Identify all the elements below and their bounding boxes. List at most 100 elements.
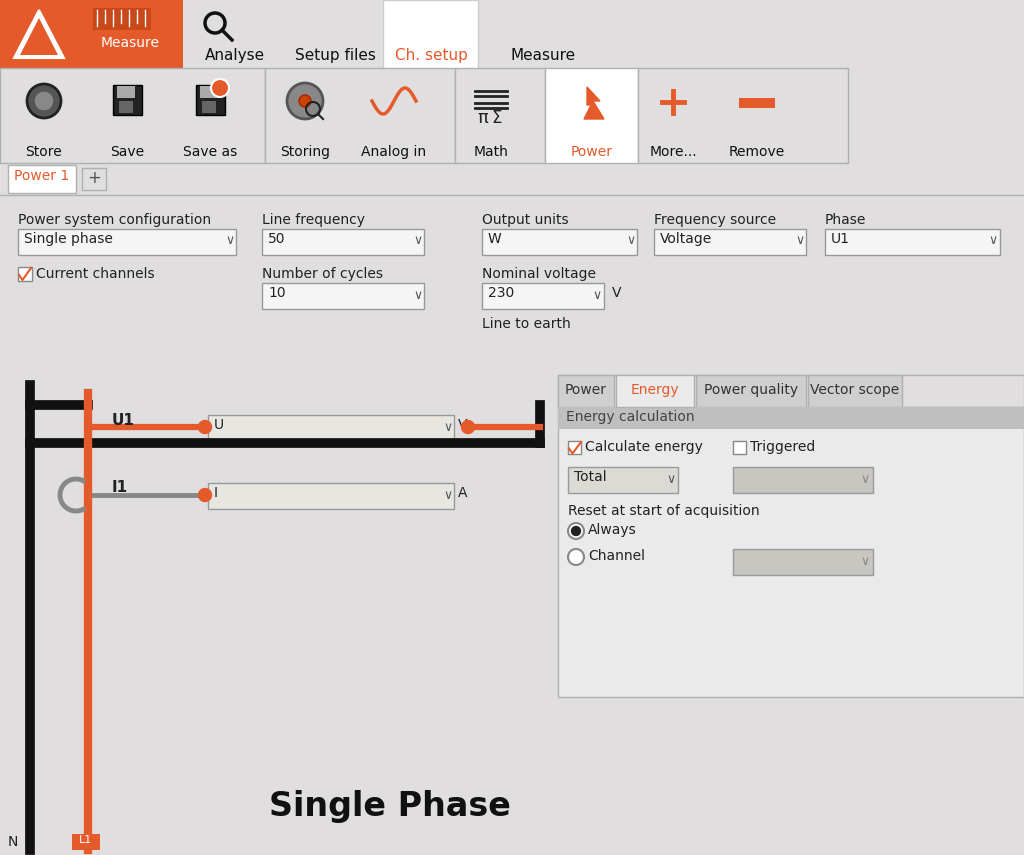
Circle shape (211, 79, 229, 97)
FancyBboxPatch shape (733, 441, 746, 454)
FancyBboxPatch shape (0, 68, 1024, 163)
Text: Voltage: Voltage (660, 232, 713, 246)
Text: Phase: Phase (825, 213, 866, 227)
Text: Math: Math (473, 145, 509, 159)
Text: Vector scope: Vector scope (810, 383, 900, 397)
FancyBboxPatch shape (0, 68, 265, 163)
FancyBboxPatch shape (558, 407, 1024, 429)
Text: ∨: ∨ (795, 233, 804, 246)
FancyBboxPatch shape (0, 163, 1024, 195)
Text: ∨: ∨ (860, 473, 869, 486)
Text: More...: More... (649, 145, 696, 159)
Text: π: π (477, 109, 488, 127)
FancyBboxPatch shape (119, 101, 133, 113)
FancyBboxPatch shape (0, 0, 78, 68)
Text: Setup files: Setup files (295, 48, 376, 63)
Text: U1: U1 (112, 413, 135, 428)
Text: A: A (458, 486, 468, 500)
Circle shape (34, 91, 54, 111)
Text: Store: Store (26, 145, 62, 159)
Text: Power: Power (565, 383, 607, 397)
Circle shape (199, 421, 212, 433)
Text: Current channels: Current channels (36, 267, 155, 281)
FancyBboxPatch shape (383, 0, 478, 72)
Text: Energy: Energy (631, 383, 679, 397)
FancyBboxPatch shape (568, 467, 678, 493)
Text: Save: Save (110, 145, 144, 159)
FancyBboxPatch shape (482, 283, 604, 309)
FancyBboxPatch shape (196, 85, 225, 115)
Circle shape (199, 488, 212, 502)
Text: ∨: ∨ (413, 288, 422, 302)
FancyBboxPatch shape (558, 375, 1024, 407)
Circle shape (568, 549, 584, 565)
FancyBboxPatch shape (739, 98, 775, 108)
Text: L1: L1 (80, 835, 92, 845)
FancyBboxPatch shape (208, 415, 454, 441)
FancyBboxPatch shape (72, 834, 100, 850)
Text: Save as: Save as (183, 145, 238, 159)
Text: Power: Power (571, 145, 613, 159)
Text: Calculate energy: Calculate energy (585, 440, 702, 454)
FancyBboxPatch shape (696, 375, 806, 407)
FancyBboxPatch shape (0, 375, 1024, 855)
Text: ∨: ∨ (592, 288, 601, 302)
Circle shape (571, 527, 581, 535)
Text: Storing: Storing (280, 145, 330, 159)
Text: Total: Total (574, 470, 606, 484)
FancyBboxPatch shape (0, 195, 1024, 375)
Text: Channel: Channel (588, 549, 645, 563)
FancyBboxPatch shape (262, 283, 424, 309)
Text: I1: I1 (112, 480, 128, 495)
FancyBboxPatch shape (262, 229, 424, 255)
Text: N: N (8, 835, 18, 849)
Text: U1: U1 (831, 232, 850, 246)
Circle shape (299, 95, 311, 107)
Polygon shape (20, 18, 58, 55)
Text: ∨: ∨ (860, 555, 869, 568)
Text: U: U (214, 418, 224, 432)
Text: ∨: ∨ (626, 233, 635, 246)
Text: +: + (87, 169, 101, 187)
Text: Ch. setup: Ch. setup (394, 48, 467, 63)
Text: ∨: ∨ (225, 233, 234, 246)
FancyBboxPatch shape (0, 0, 1024, 68)
Text: 50: 50 (268, 232, 286, 246)
Polygon shape (584, 87, 604, 119)
Text: Frequency source: Frequency source (654, 213, 776, 227)
Text: Power system configuration: Power system configuration (18, 213, 211, 227)
Text: Reset at start of acquisition: Reset at start of acquisition (568, 504, 760, 518)
Circle shape (462, 421, 474, 433)
Text: Measure: Measure (510, 48, 575, 63)
Text: Measure: Measure (100, 36, 160, 50)
Circle shape (287, 83, 323, 119)
FancyBboxPatch shape (638, 68, 848, 163)
FancyBboxPatch shape (616, 375, 694, 407)
FancyBboxPatch shape (733, 549, 873, 575)
Text: W: W (488, 232, 502, 246)
Text: Analyse: Analyse (205, 48, 265, 63)
Text: Single phase: Single phase (24, 232, 113, 246)
FancyBboxPatch shape (482, 229, 637, 255)
FancyBboxPatch shape (93, 8, 151, 30)
FancyBboxPatch shape (200, 86, 218, 98)
Text: Nominal voltage: Nominal voltage (482, 267, 596, 281)
Text: Σ: Σ (492, 109, 502, 127)
Text: ∨: ∨ (443, 421, 453, 433)
Text: 230: 230 (488, 286, 514, 300)
FancyBboxPatch shape (78, 0, 183, 68)
Text: Triggered: Triggered (750, 440, 815, 454)
FancyBboxPatch shape (202, 101, 216, 113)
FancyBboxPatch shape (558, 407, 1024, 697)
Polygon shape (14, 10, 63, 58)
Text: I: I (214, 486, 218, 500)
Text: ∨: ∨ (413, 233, 422, 246)
Text: ∨: ∨ (443, 488, 453, 502)
FancyBboxPatch shape (733, 467, 873, 493)
Text: ∨: ∨ (666, 473, 675, 486)
Text: Single Phase: Single Phase (269, 790, 511, 823)
FancyBboxPatch shape (82, 168, 106, 190)
Text: Line to earth: Line to earth (482, 317, 570, 331)
Text: Output units: Output units (482, 213, 568, 227)
Circle shape (27, 84, 61, 118)
